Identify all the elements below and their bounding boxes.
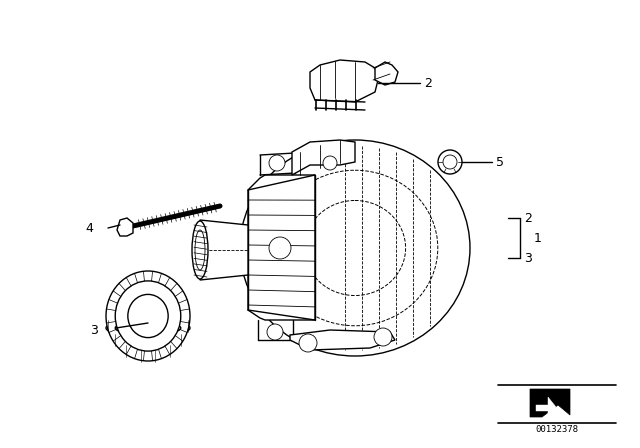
Circle shape bbox=[438, 150, 462, 174]
Circle shape bbox=[374, 328, 392, 346]
Circle shape bbox=[299, 334, 317, 352]
Text: 2: 2 bbox=[524, 211, 532, 224]
Ellipse shape bbox=[106, 319, 190, 337]
Ellipse shape bbox=[106, 271, 190, 361]
Ellipse shape bbox=[128, 294, 168, 338]
Polygon shape bbox=[530, 389, 570, 417]
Text: 5: 5 bbox=[496, 155, 504, 168]
Polygon shape bbox=[117, 218, 133, 236]
Polygon shape bbox=[200, 220, 248, 280]
Polygon shape bbox=[536, 397, 556, 417]
Polygon shape bbox=[375, 62, 398, 85]
Text: 3: 3 bbox=[90, 323, 98, 336]
Ellipse shape bbox=[115, 281, 180, 351]
Text: 4: 4 bbox=[85, 221, 93, 234]
Circle shape bbox=[269, 237, 291, 259]
Polygon shape bbox=[248, 175, 315, 320]
Circle shape bbox=[269, 155, 285, 171]
Ellipse shape bbox=[115, 321, 180, 335]
Polygon shape bbox=[290, 330, 395, 350]
Text: 3: 3 bbox=[524, 251, 532, 264]
Circle shape bbox=[267, 324, 283, 340]
Polygon shape bbox=[292, 140, 355, 175]
Text: 2: 2 bbox=[424, 77, 432, 90]
Circle shape bbox=[323, 156, 337, 170]
Ellipse shape bbox=[240, 140, 470, 356]
Text: 1: 1 bbox=[534, 232, 542, 245]
Text: 00132378: 00132378 bbox=[536, 425, 579, 434]
Ellipse shape bbox=[192, 221, 208, 279]
Polygon shape bbox=[310, 60, 378, 102]
